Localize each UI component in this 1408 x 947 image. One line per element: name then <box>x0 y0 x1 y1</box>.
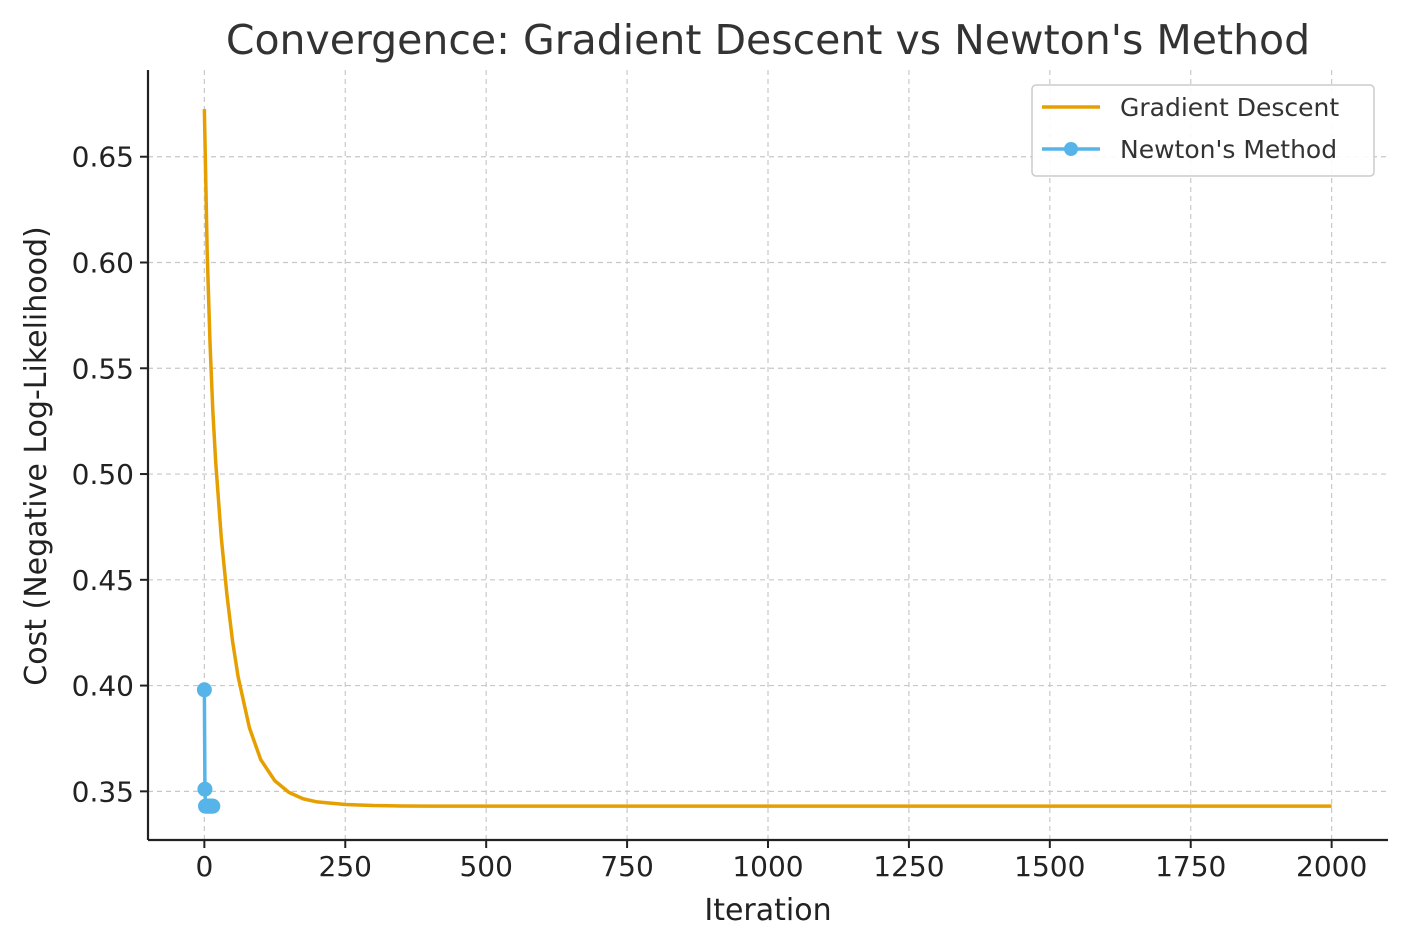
x-tick-label: 0 <box>195 850 213 883</box>
x-tick-label: 2000 <box>1296 850 1367 883</box>
x-tick-label: 250 <box>319 850 372 883</box>
data-point-newton-s-method <box>197 781 213 797</box>
data-point-newton-s-method <box>196 682 212 698</box>
x-tick-label: 1250 <box>873 850 944 883</box>
legend-box <box>1031 84 1375 177</box>
series-layer <box>196 109 1332 814</box>
legend-marker-newtons-method <box>1064 142 1078 156</box>
y-tick-label: 0.65 <box>72 141 134 174</box>
ticks: 0 250 500 750 1000 1250 1500 1750 2000 0.35 0.40 0.… <box>72 141 1368 883</box>
x-tick-label: 1500 <box>1014 850 1085 883</box>
legend: Gradient Descent Newton's Method <box>1031 84 1375 177</box>
y-tick-label: 0.35 <box>72 775 134 808</box>
y-tick-label: 0.60 <box>72 247 134 280</box>
x-tick-label: 1000 <box>732 850 803 883</box>
y-tick-label: 0.50 <box>72 458 134 491</box>
x-axis-label: Iteration <box>704 893 831 928</box>
grid <box>148 70 1388 840</box>
legend-label-newtons-method: Newton's Method <box>1120 135 1337 164</box>
chart-title: Convergence: Gradient Descent vs Newton'… <box>226 16 1310 64</box>
y-tick-label: 0.55 <box>72 352 134 385</box>
y-tick-label: 0.40 <box>72 670 134 703</box>
x-tick-label: 750 <box>600 850 653 883</box>
x-tick-label: 500 <box>459 850 512 883</box>
data-point-newton-s-method <box>205 798 221 814</box>
series-line-gradient-descent <box>202 109 1332 808</box>
x-tick-label: 1750 <box>1155 850 1226 883</box>
y-tick-label: 0.45 <box>72 564 134 597</box>
legend-label-gradient-descent: Gradient Descent <box>1120 93 1339 122</box>
y-axis-label: Cost (Negative Log-Likelihood) <box>19 226 54 685</box>
